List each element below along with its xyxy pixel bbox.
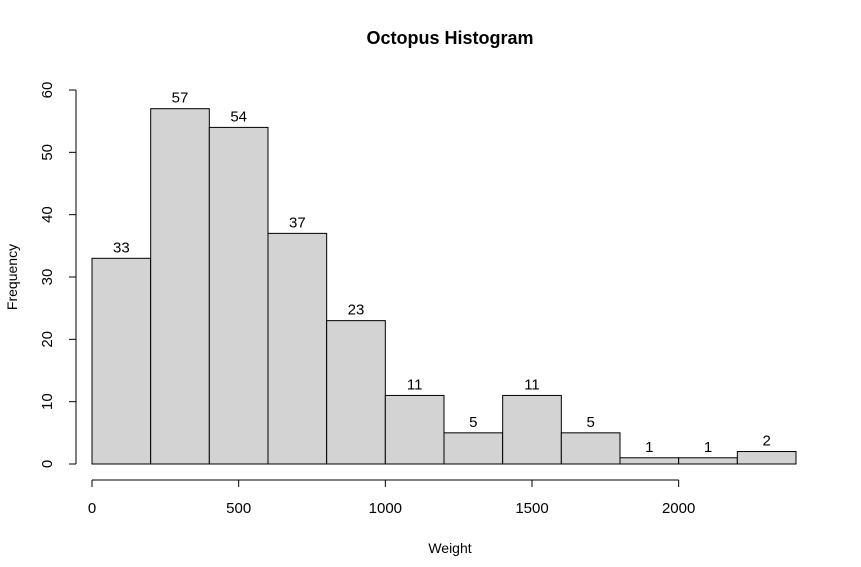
x-axis-label: Weight <box>428 540 471 556</box>
bar-count-label: 54 <box>230 108 247 125</box>
bar-count-label: 11 <box>407 376 423 393</box>
bar-count-label: 37 <box>289 214 306 231</box>
x-tick-label: 2000 <box>662 500 695 517</box>
bar-count-label: 23 <box>348 302 365 319</box>
y-tick-label: 30 <box>39 269 56 286</box>
histogram-bar <box>678 457 738 465</box>
bar-count-label: 2 <box>762 433 770 450</box>
histogram-bar <box>326 320 386 465</box>
y-tick-label: 50 <box>39 144 56 161</box>
bar-count-label: 1 <box>704 439 712 456</box>
x-tick-label: 0 <box>88 500 96 517</box>
histogram-bar <box>208 126 269 465</box>
x-axis: 0 500 1000 1500 2000 <box>88 479 695 517</box>
bar-count-label: 57 <box>172 90 189 107</box>
x-tick-label: 500 <box>226 500 251 517</box>
histogram-bar <box>502 394 562 465</box>
bar-count-label: 11 <box>524 376 540 393</box>
x-tick-label: 1000 <box>369 500 402 517</box>
y-axis: 0 10 20 30 40 50 60 <box>39 82 77 468</box>
histogram-bar <box>619 457 680 465</box>
histogram-bar <box>560 432 621 465</box>
histogram-bar <box>150 108 210 465</box>
y-axis-label: Frequency <box>4 244 20 310</box>
bar-count-label: 1 <box>645 439 653 456</box>
bar-count-label: 5 <box>586 414 594 431</box>
histogram-bar <box>443 432 504 465</box>
y-tick-label: 20 <box>39 331 56 348</box>
histogram-bar <box>91 257 152 465</box>
y-tick-label: 0 <box>39 460 56 468</box>
histogram-bar <box>267 232 328 465</box>
y-tick-label: 10 <box>39 393 56 410</box>
histogram-bar <box>736 451 797 465</box>
bar-count-label: 5 <box>469 414 477 431</box>
y-tick-label: 60 <box>39 82 56 99</box>
x-tick-label: 1500 <box>515 500 548 517</box>
chart-title: Octopus Histogram <box>366 28 533 48</box>
histogram-bar <box>384 394 445 465</box>
bars-group <box>91 108 797 465</box>
y-tick-label: 40 <box>39 206 56 223</box>
bar-count-label: 33 <box>113 239 130 256</box>
